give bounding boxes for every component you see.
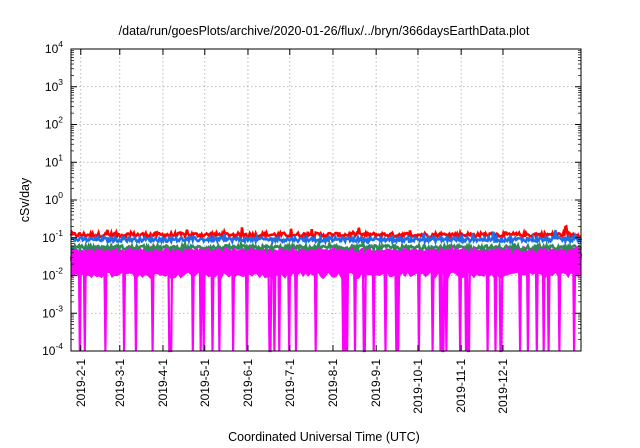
x-tick-label: 2019-2-1 [74, 359, 88, 407]
y-tick-label: 100 [45, 190, 63, 207]
x-tick-label: 2019-6-1 [241, 359, 255, 407]
y-tick-label: 101 [45, 152, 63, 169]
y-tick-label: 10-2 [42, 266, 63, 283]
series-line [69, 244, 583, 353]
x-axis-label: Coordinated Universal Time (UTC) [228, 430, 420, 444]
y-axis: 10-4 10-3 10-2 10-1 100 101 102 103 104 [42, 39, 63, 358]
series-line [69, 224, 582, 242]
y-tick-label: 102 [45, 115, 63, 132]
x-tick-label: 2019-9-1 [369, 359, 383, 407]
x-tick-label: 2019-7-1 [283, 359, 297, 407]
series-line [70, 229, 583, 247]
y-tick-label: 10-4 [42, 341, 63, 358]
chart-title: /data/run/goesPlots/archive/2020-01-26/f… [119, 24, 530, 38]
x-tick-label: 2019-10-1 [411, 359, 425, 414]
x-tick-label: 2019-4-1 [156, 359, 170, 407]
x-tick-label: 2019-8-1 [326, 359, 340, 407]
axis-ticks [71, 48, 581, 352]
x-tick-label: 2019-11-1 [454, 359, 468, 413]
x-tick-label: 2019-12-1 [496, 359, 510, 414]
y-tick-label: 10-1 [42, 228, 63, 245]
x-tick-label: 2019-3-1 [113, 359, 127, 407]
y-axis-label: cSv/day [18, 177, 32, 222]
y-tick-label: 104 [45, 39, 63, 56]
series-layer [69, 224, 583, 353]
x-tick-label: 2019-5-1 [198, 359, 212, 407]
y-tick-label: 103 [45, 77, 63, 94]
grid [71, 49, 581, 351]
y-tick-label: 10-3 [42, 303, 63, 320]
series-line [70, 238, 583, 255]
x-axis: 2019-2-1 2019-3-1 2019-4-1 2019-5-1 2019-6-1… [74, 359, 510, 414]
